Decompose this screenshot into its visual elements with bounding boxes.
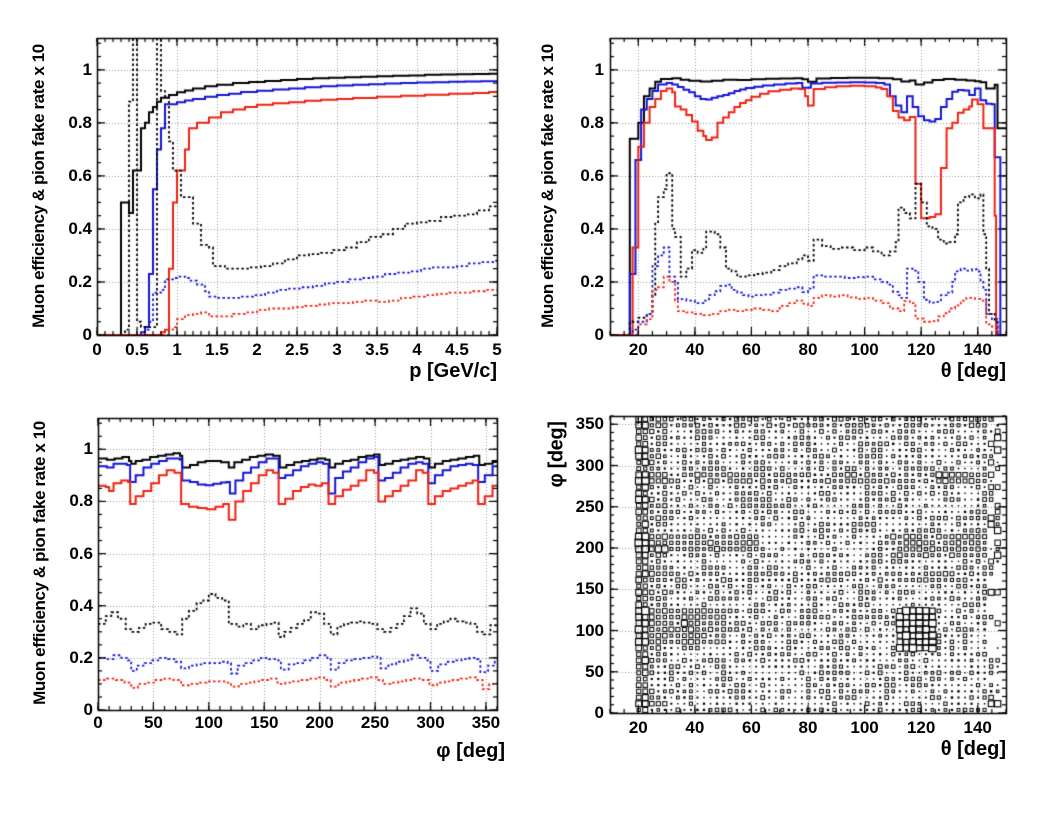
x-tick-label: 120	[906, 340, 936, 359]
x-tick-label: 0.5	[125, 340, 149, 359]
y-tick-label: 1	[83, 439, 93, 459]
y-tick-label: 350	[575, 414, 604, 434]
x-tick-label: 1.5	[205, 340, 229, 359]
x-tick-label: 60	[741, 718, 761, 737]
y-tick-label: 1	[594, 59, 604, 79]
y-tick-label: 0.6	[69, 543, 93, 563]
x-tick-label: 140	[963, 718, 992, 737]
y-tick-label: 0.8	[580, 112, 604, 132]
y-tick-label: 1	[82, 59, 92, 79]
y-tick-label: 0.4	[68, 218, 92, 238]
x-tick-label: 4	[412, 340, 422, 359]
x-tick-label: 4.5	[445, 340, 469, 359]
x-tick-label: 140	[963, 340, 992, 359]
x-tick-label: 200	[305, 713, 334, 732]
x-tick-label: 2.5	[285, 340, 309, 359]
x-tick-label: 100	[850, 718, 879, 737]
y-tick-label: 0.8	[68, 112, 92, 132]
y-tick-label: 50	[585, 661, 604, 681]
y-tick-label: 100	[575, 620, 604, 640]
y-tick-label: 0	[594, 325, 604, 344]
x-tick-label: 60	[741, 340, 761, 359]
x-tick-label: 0	[93, 713, 103, 732]
x-tick-label: 40	[685, 718, 705, 737]
x-axis-title-theta-top: θ [deg]	[940, 360, 1006, 382]
x-tick-label: 5	[492, 340, 502, 359]
x-tick-label: 1	[172, 340, 182, 359]
x-tick-label: 40	[685, 340, 705, 359]
x-tick-label: 80	[798, 718, 818, 737]
x-tick-label: 3.5	[365, 340, 389, 359]
x-tick-label: 80	[798, 340, 818, 359]
x-tick-label: 3	[332, 340, 342, 359]
x-tick-label: 50	[143, 713, 163, 732]
y-tick-label: 0.2	[580, 271, 604, 291]
x-tick-label: 350	[471, 713, 501, 732]
y-tick-label: 0.8	[69, 491, 93, 511]
y-tick-label: 0.6	[580, 165, 604, 185]
y-tick-label: 0.4	[580, 218, 604, 238]
y-tick-label: 0	[82, 325, 92, 344]
x-tick-label: 100	[850, 340, 879, 359]
x-axis-title-phi: φ [deg]	[436, 740, 505, 762]
x-tick-label: 250	[360, 713, 390, 732]
y-tick-label: 200	[575, 538, 604, 557]
y-tick-label: 0.6	[68, 165, 92, 185]
x-axis-title-theta-bot: θ [deg]	[940, 738, 1006, 760]
y-tick-label: 300	[575, 455, 604, 475]
x-axis-title-p: p [GeV/c]	[409, 360, 497, 382]
y-tick-label: 0.2	[69, 647, 93, 667]
x-tick-label: 300	[416, 713, 445, 732]
x-tick-label: 100	[194, 713, 224, 732]
x-tick-label: 20	[628, 718, 648, 737]
y-tick-label: 250	[575, 496, 604, 516]
x-tick-label: 2	[252, 340, 262, 359]
y-tick-label: 150	[575, 579, 604, 599]
x-tick-label: 0	[92, 340, 102, 359]
x-tick-label: 150	[250, 713, 279, 732]
x-tick-label: 120	[906, 718, 936, 737]
x-tick-label: 20	[628, 340, 648, 359]
y-tick-label: 0.4	[69, 595, 93, 615]
y-tick-label: 0	[83, 700, 93, 719]
y-tick-label: 0	[594, 703, 604, 722]
y-tick-label: 0.2	[68, 271, 92, 291]
